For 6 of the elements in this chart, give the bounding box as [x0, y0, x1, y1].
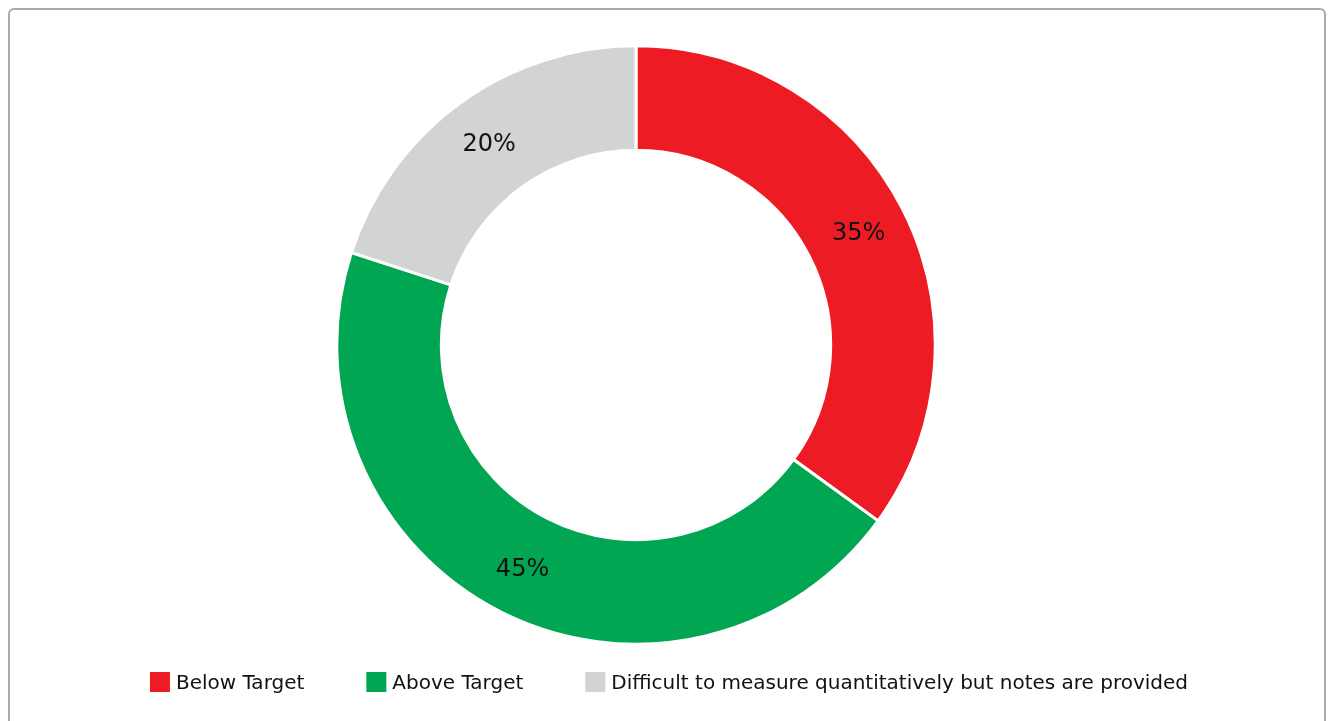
data-label: 45% [495, 553, 550, 582]
data-label: 20% [462, 128, 516, 157]
legend-label: Below Target [175, 670, 305, 694]
legend-label: Difficult to measure quantitatively but notes are provided [611, 670, 1189, 694]
data-label: 35% [832, 217, 886, 246]
legend-label: Above Target [392, 670, 524, 694]
